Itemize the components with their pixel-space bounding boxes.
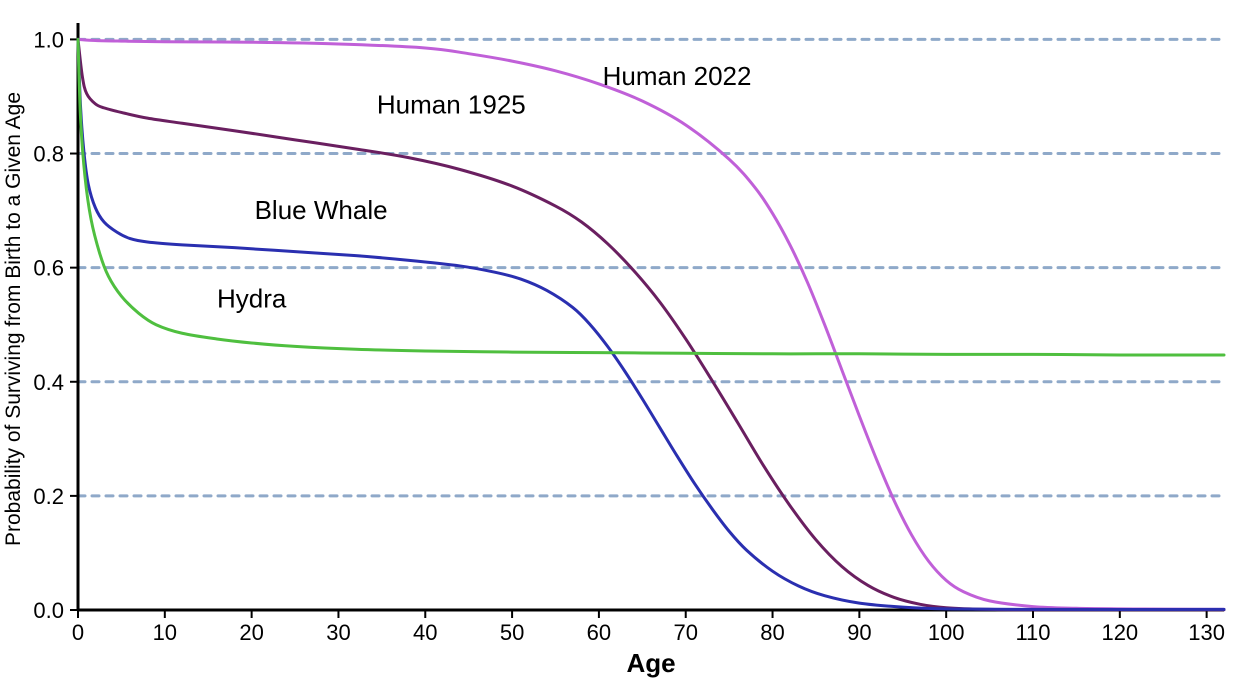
x-tick-label: 80 [760,620,784,645]
series-human-2022 [78,39,1224,609]
x-tick-label: 10 [153,620,177,645]
x-tick-label: 100 [928,620,965,645]
x-tick-label: 0 [72,620,84,645]
x-tick-label: 120 [1101,620,1138,645]
x-tick-label: 60 [587,620,611,645]
x-tick-label: 50 [500,620,524,645]
x-tick-label: 20 [239,620,263,645]
series-layer [78,39,1224,609]
x-axis-label: Age [626,648,675,678]
x-tick-label: 90 [847,620,871,645]
y-tick-label: 0.8 [33,142,64,167]
series-label-human-1925: Human 1925 [377,90,526,120]
survival-curve-chart: 0 10 20 30 40 50 60 70 80 90 100 110 120 130 0.0 0.2 0.4… [0,0,1244,690]
y-tick-label: 0.0 [33,598,64,623]
series-human-1925 [78,39,1224,609]
y-tick-label: 0.2 [33,484,64,509]
axes-layer: 0 10 20 30 40 50 60 70 80 90 100 110 120 130 0.0 0.2 0.4… [2,23,1225,678]
y-tick-label: 0.6 [33,256,64,281]
y-axis-label: Probability of Surviving from Birth to a… [2,92,25,546]
x-tick-label: 130 [1188,620,1225,645]
y-tick-label: 1.0 [33,27,64,52]
series-blue-whale [78,39,1224,609]
series-label-human-2022: Human 2022 [603,61,752,91]
series-label-hydra: Hydra [217,284,287,314]
y-tick-label: 0.4 [33,370,64,395]
x-tick-label: 40 [413,620,437,645]
x-tick-label: 110 [1015,620,1050,645]
series-label-blue-whale: Blue Whale [255,195,388,225]
x-tick-label: 70 [673,620,697,645]
x-tick-label: 30 [326,620,350,645]
labels-layer: Human 2022 Human 1925 Blue Whale Hydra [217,61,752,314]
grid-layer [78,39,1224,495]
